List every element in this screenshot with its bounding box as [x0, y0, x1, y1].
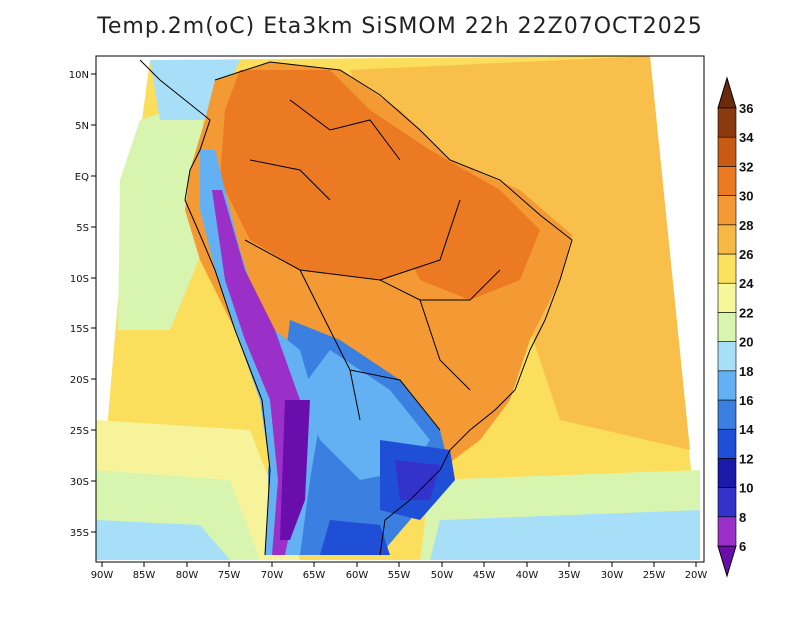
- lat-tick: 10N: [69, 70, 96, 81]
- colorbar-box: [717, 399, 737, 430]
- lon-tick: 35W: [558, 562, 581, 581]
- colorbar: 6 8 10 12 14 16 18 20 22 24 26 28 30 32 34 36: [717, 76, 754, 578]
- colorbar-box: [717, 458, 737, 488]
- colorbar-label: 24: [739, 276, 754, 291]
- colorbar-box: [717, 312, 737, 342]
- lat-axis: 10N 5N EQ 5S 10S 15S 20S 25S 30S 35S: [69, 70, 96, 539]
- colorbar-label: 26: [739, 247, 753, 262]
- coastlines: [139, 59, 573, 556]
- lon-tick-label: 50W: [431, 570, 454, 581]
- lon-tick-label: 85W: [133, 570, 156, 581]
- lat-tick-label: 35S: [70, 528, 89, 539]
- lon-tick-label: 35W: [558, 570, 581, 581]
- colorbar-label: 6: [739, 539, 746, 554]
- colorbar-box: [717, 224, 737, 255]
- colorbar-label: 14: [739, 422, 754, 437]
- colorbar-label: 36: [739, 101, 753, 116]
- lat-tick: 25S: [70, 426, 96, 437]
- colorbar-box: [717, 341, 737, 372]
- colorbar-label: 10: [739, 481, 753, 496]
- lon-tick-label: 20W: [685, 570, 708, 581]
- lat-tick: 10S: [70, 274, 96, 285]
- lon-tick: 65W: [303, 562, 326, 581]
- lat-tick: 5N: [75, 121, 96, 132]
- colorbar-box: [717, 136, 737, 167]
- lat-tick-label: 10N: [69, 70, 89, 81]
- lon-tick-label: 55W: [388, 570, 411, 581]
- lon-tick: 75W: [218, 562, 241, 581]
- lat-tick-label: 5S: [76, 223, 89, 234]
- lon-tick: 50W: [431, 562, 454, 581]
- colorbar-label: 32: [739, 159, 753, 174]
- colorbar-max-arrow: [717, 76, 737, 109]
- lon-tick-label: 30W: [601, 570, 624, 581]
- colorbar-label: 28: [739, 218, 753, 233]
- lon-tick: 85W: [133, 562, 156, 581]
- lat-tick: EQ: [75, 172, 96, 183]
- lon-tick: 40W: [516, 562, 539, 581]
- lon-tick: 55W: [388, 562, 411, 581]
- lon-tick-label: 90W: [91, 570, 114, 581]
- colorbar-box: [717, 166, 737, 196]
- lon-tick-label: 45W: [473, 570, 496, 581]
- map-frame: [95, 55, 705, 563]
- lon-tick-label: 80W: [176, 570, 199, 581]
- lat-tick: 5S: [76, 223, 96, 234]
- colorbar-box: [717, 370, 737, 401]
- lat-tick: 35S: [70, 528, 96, 539]
- colorbar-box: [717, 487, 737, 518]
- lon-tick: 45W: [473, 562, 496, 581]
- lon-tick-label: 25W: [643, 570, 666, 581]
- lon-tick: 80W: [176, 562, 199, 581]
- lat-tick: 30S: [70, 477, 96, 488]
- colorbar-label: 22: [739, 305, 753, 320]
- colorbar-box: [717, 282, 737, 313]
- colorbar-label: 18: [739, 364, 753, 379]
- map-title: Temp.2m(oC) Eta3km SiSMOM 22h 22Z07OCT20…: [97, 14, 703, 39]
- colorbar-label: 34: [739, 130, 754, 145]
- lat-tick-label: 20S: [70, 375, 89, 386]
- lat-tick-label: 10S: [70, 274, 89, 285]
- colorbar-box: [717, 516, 737, 547]
- lat-tick: 20S: [70, 375, 96, 386]
- lon-tick: 70W: [261, 562, 284, 581]
- lon-tick-label: 65W: [303, 570, 326, 581]
- colorbar-label: 16: [739, 393, 753, 408]
- lon-tick: 25W: [643, 562, 666, 581]
- lat-tick-label: 30S: [70, 477, 89, 488]
- colorbar-box: [717, 253, 737, 284]
- lon-tick: 60W: [346, 562, 369, 581]
- lat-tick-label: 5N: [75, 121, 89, 132]
- lat-tick-label: 25S: [70, 426, 89, 437]
- lat-tick-label: 15S: [70, 324, 89, 335]
- colorbar-box: [717, 428, 737, 459]
- colorbar-box: [717, 195, 737, 226]
- colorbar-label: 30: [739, 189, 753, 204]
- colorbar-label: 8: [739, 510, 746, 525]
- lon-tick: 30W: [601, 562, 624, 581]
- lon-axis: 90W 85W 80W 75W 70W 65W 60W 55W 50W 45W …: [91, 562, 708, 581]
- lon-tick-label: 40W: [516, 570, 539, 581]
- lat-tick: 15S: [70, 324, 96, 335]
- lon-tick-label: 70W: [261, 570, 284, 581]
- colorbar-box: [717, 107, 737, 138]
- lon-tick-label: 60W: [346, 570, 369, 581]
- colorbar-label: 20: [739, 335, 753, 350]
- colorbar-label: 12: [739, 451, 753, 466]
- lon-tick-label: 75W: [218, 570, 241, 581]
- colorbar-min-arrow: [717, 545, 737, 578]
- lon-tick: 20W: [685, 562, 708, 581]
- temperature-field: [96, 56, 700, 560]
- lon-tick: 90W: [91, 562, 114, 581]
- lat-tick-label: EQ: [75, 172, 89, 183]
